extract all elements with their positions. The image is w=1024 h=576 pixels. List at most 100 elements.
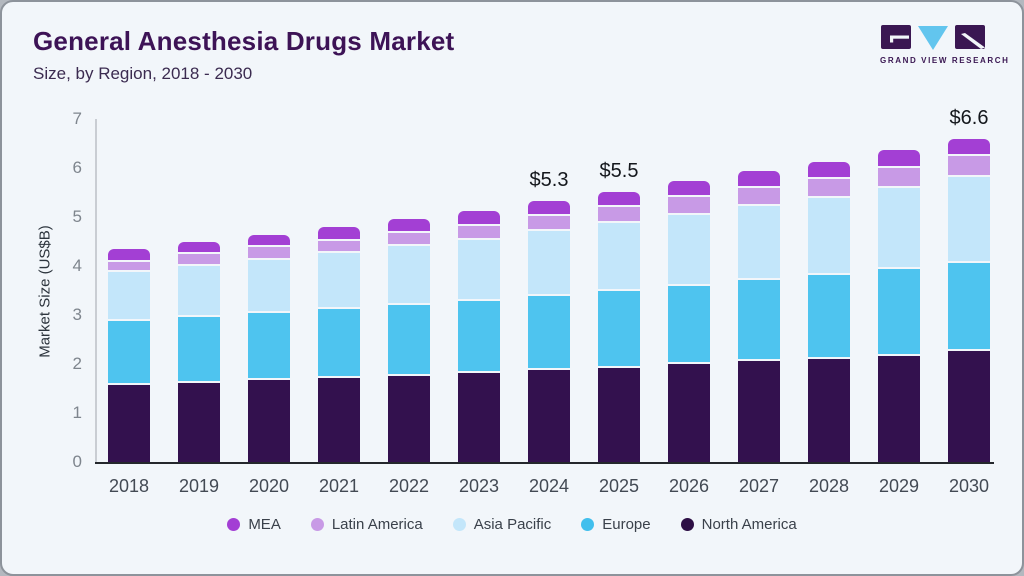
x-tick-label: 2019 — [178, 476, 220, 496]
bar-segment-europe-2029 — [878, 269, 920, 354]
bar-segment-latin-america-2030 — [948, 155, 990, 175]
bar-segment-latin-america-2029 — [878, 168, 920, 187]
bar-segment-europe-2021 — [318, 309, 360, 376]
bar-segment-europe-2026 — [668, 285, 710, 363]
y-tick-label: 4 — [72, 256, 82, 275]
legend-label: Latin America — [331, 516, 423, 533]
bar-segment-latin-america-2026 — [668, 197, 710, 213]
bar-segment-asia-pacific-2019 — [178, 266, 220, 316]
bar-segment-north-america-2019 — [178, 382, 220, 462]
bar-segment-north-america-2022 — [388, 375, 430, 462]
legend-swatch-icon — [452, 518, 466, 531]
bar-segment-mea-2021 — [318, 226, 360, 239]
bar-segment-latin-america-2024 — [528, 216, 570, 230]
y-tick-label: 5 — [72, 207, 82, 226]
bar-segment-asia-pacific-2022 — [388, 246, 430, 304]
x-tick-label: 2026 — [668, 476, 710, 496]
bar-segment-latin-america-2019 — [178, 254, 220, 265]
bar-segment-asia-pacific-2018 — [108, 272, 150, 320]
bar-segment-mea-2023 — [458, 211, 500, 224]
bar-segment-asia-pacific-2030 — [948, 176, 990, 262]
y-axis-line — [95, 119, 97, 462]
logo-wordmark: GRAND VIEW RESEARCH — [880, 56, 1010, 65]
bar-segment-mea-2018 — [108, 249, 150, 260]
bar-segment-mea-2024 — [528, 200, 570, 215]
bar-segment-north-america-2025 — [598, 367, 640, 462]
x-tick-label: 2030 — [948, 476, 990, 496]
bar-segment-latin-america-2020 — [248, 247, 290, 259]
y-tick-label: 2 — [72, 354, 82, 373]
x-tick-label: 2020 — [248, 476, 290, 496]
y-tick-label: 3 — [72, 305, 82, 324]
bar-segment-latin-america-2022 — [388, 233, 430, 245]
bar-segment-north-america-2029 — [878, 355, 920, 462]
bar-segment-europe-2030 — [948, 263, 990, 350]
bar-segment-latin-america-2018 — [108, 261, 150, 271]
bar-segment-latin-america-2027 — [738, 187, 780, 204]
x-tick-label: 2021 — [318, 476, 360, 496]
legend-item-latin-america: Latin America — [310, 516, 423, 533]
bar-segment-europe-2027 — [738, 280, 780, 360]
bar-segment-mea-2022 — [388, 218, 430, 232]
bar-segment-north-america-2026 — [668, 364, 710, 462]
x-tick-label: 2023 — [458, 476, 500, 496]
legend-label: Europe — [602, 516, 651, 533]
legend-item-mea: MEA — [227, 516, 281, 533]
legend-label: North America — [701, 516, 797, 533]
x-tick-label: 2024 — [528, 476, 570, 496]
legend-swatch-icon — [581, 518, 595, 531]
bar-segment-europe-2028 — [808, 275, 850, 357]
bar-segment-mea-2030 — [948, 138, 990, 154]
x-tick-label: 2028 — [808, 476, 850, 496]
bar-segment-asia-pacific-2023 — [458, 239, 500, 300]
bar-segment-north-america-2030 — [948, 351, 990, 462]
bar-segment-asia-pacific-2029 — [878, 188, 920, 268]
legend-label: Asia Pacific — [473, 516, 552, 533]
x-tick-label: 2022 — [388, 476, 430, 496]
bar-segment-mea-2025 — [598, 191, 640, 206]
bar-segment-north-america-2024 — [528, 370, 570, 462]
bar-segment-asia-pacific-2027 — [738, 205, 780, 279]
bar-segment-mea-2028 — [808, 161, 850, 177]
legend-item-asia-pacific: Asia Pacific — [452, 516, 552, 533]
bar-segment-north-america-2027 — [738, 361, 780, 462]
bar-segment-asia-pacific-2021 — [318, 253, 360, 308]
bar-segment-asia-pacific-2025 — [598, 223, 640, 290]
bar-segment-europe-2025 — [598, 291, 640, 366]
bar-segment-latin-america-2021 — [318, 240, 360, 252]
bar-segment-europe-2020 — [248, 313, 290, 378]
x-axis-line — [95, 462, 994, 464]
bar-segment-asia-pacific-2026 — [668, 214, 710, 284]
bar-segment-europe-2024 — [528, 295, 570, 369]
bar-segment-asia-pacific-2028 — [808, 197, 850, 274]
legend-swatch-icon — [680, 518, 694, 531]
bar-segment-asia-pacific-2024 — [528, 231, 570, 294]
bar-segment-north-america-2021 — [318, 377, 360, 462]
legend-item-north-america: North America — [680, 516, 797, 533]
legend-swatch-icon — [227, 518, 241, 531]
bar-segment-asia-pacific-2020 — [248, 260, 290, 312]
legend-swatch-icon — [310, 518, 324, 531]
x-tick-label: 2027 — [738, 476, 780, 496]
bar-segment-europe-2022 — [388, 305, 430, 374]
x-tick-label: 2029 — [878, 476, 920, 496]
bar-segment-mea-2029 — [878, 150, 920, 167]
logo-v-triangle-icon — [918, 26, 948, 50]
y-tick-label: 7 — [72, 109, 82, 128]
page-subtitle: Size, by Region, 2018 - 2030 — [33, 64, 253, 83]
y-tick-label: 1 — [72, 403, 82, 422]
legend-item-europe: Europe — [581, 516, 651, 533]
legend: MEA Latin America Asia Pacific Europe North … — [2, 516, 1022, 533]
bar-segment-europe-2018 — [108, 321, 150, 383]
bar-segment-latin-america-2023 — [458, 225, 500, 238]
gvr-logo-icon — [881, 25, 985, 50]
bar-value-label: $6.6 — [949, 106, 989, 129]
legend-label: MEA — [248, 516, 281, 533]
bar-segment-north-america-2028 — [808, 358, 850, 462]
bar-segment-north-america-2023 — [458, 373, 500, 462]
bar-segment-mea-2019 — [178, 241, 220, 253]
bar-segment-north-america-2020 — [248, 379, 290, 462]
bar-segment-mea-2020 — [248, 234, 290, 246]
y-tick-label: 6 — [72, 158, 82, 177]
